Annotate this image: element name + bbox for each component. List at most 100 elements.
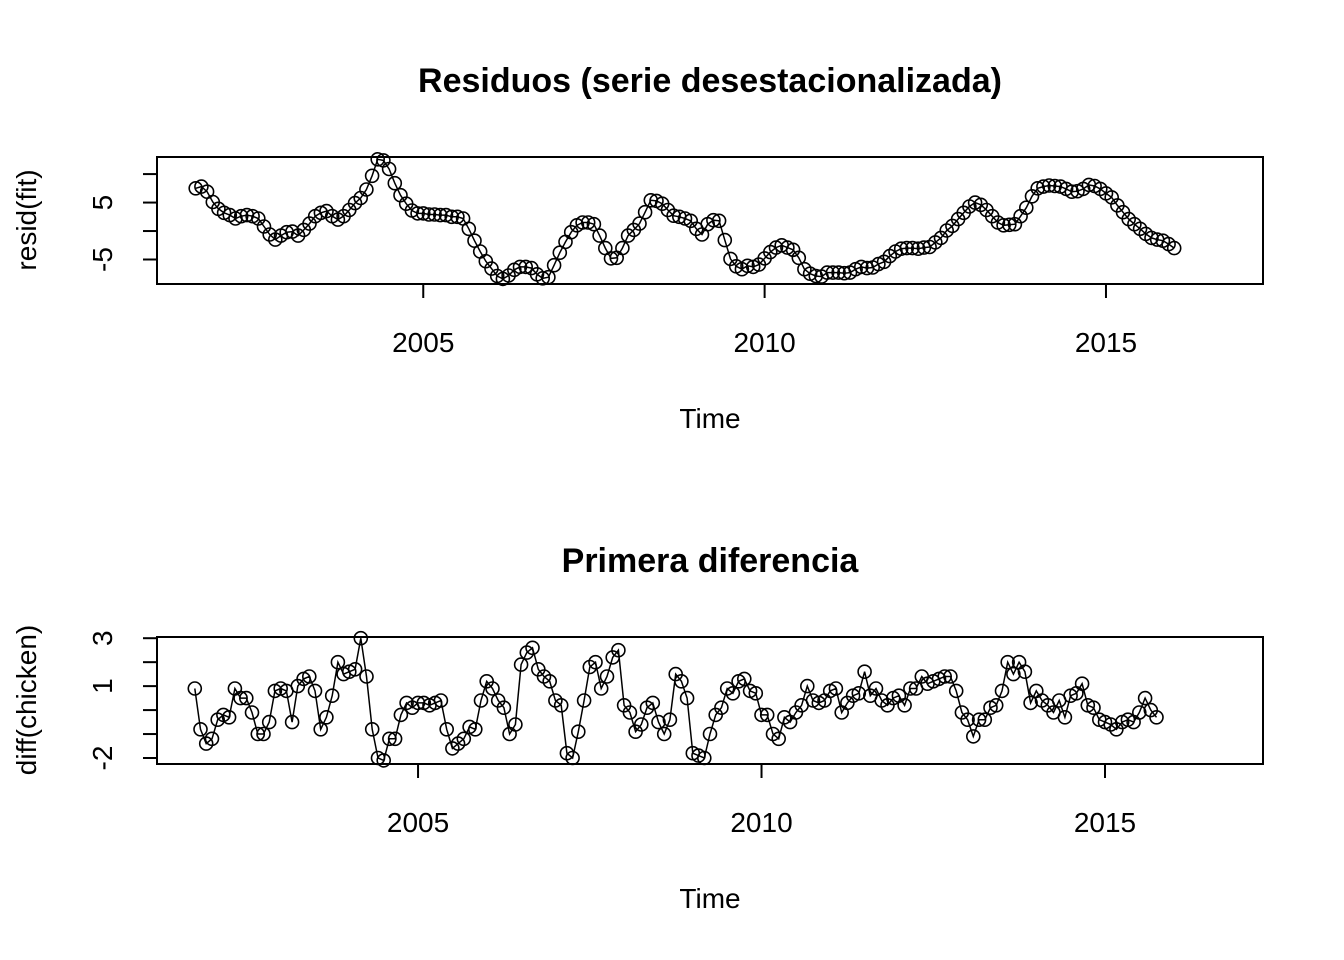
first-difference-data-point (714, 700, 729, 716)
residuals-data-point (910, 241, 926, 256)
residuals-data-point (1036, 179, 1051, 194)
first-difference-data-point (359, 669, 374, 684)
first-difference-data-point (748, 685, 764, 701)
residuals-panel: Residuos (serie desestacionalizada) Time… (11, 62, 1264, 434)
residuals-data-point (415, 206, 431, 221)
first-difference-data-point (1137, 690, 1153, 706)
first-difference-data-point (439, 721, 455, 737)
residuals-x-tick-label: 2005 (392, 327, 454, 358)
first-difference-data-point (965, 729, 981, 744)
first-difference-data-point (857, 664, 872, 680)
first-difference-data-point (725, 685, 741, 701)
first-difference-y-tick-label: -2 (87, 746, 118, 771)
first-difference-data-point (651, 714, 666, 730)
residuals-data-point (1030, 181, 1045, 196)
residuals-data-point (444, 209, 460, 225)
first-difference-data-point (897, 697, 912, 713)
first-difference-chart-title: Primera diferencia (562, 542, 860, 580)
first-difference-data-point (754, 707, 769, 723)
first-difference-data-point (456, 731, 472, 747)
residuals-data-point (831, 265, 846, 280)
residuals-data-point (615, 240, 630, 256)
residuals-data-point (740, 258, 755, 274)
residuals-data-point (450, 209, 465, 225)
residuals-y-axis: -5 5 (87, 173, 158, 272)
first-difference-data-point (233, 690, 248, 706)
first-difference-series (187, 630, 1164, 768)
residuals-series (188, 152, 1182, 287)
residuals-data-point (711, 213, 727, 229)
first-difference-data-point (364, 721, 380, 737)
first-difference-data-point (599, 669, 615, 684)
residuals-y-tick-label: 5 (87, 195, 118, 211)
residuals-data-point (410, 206, 425, 221)
residuals-data-point (387, 175, 403, 191)
first-difference-data-point (387, 731, 403, 747)
first-difference-data-point (977, 712, 993, 728)
first-difference-data-point (702, 726, 718, 742)
first-difference-data-point (284, 714, 300, 730)
residuals-data-point (575, 215, 590, 230)
first-difference-data-point (473, 693, 489, 708)
first-difference-data-point (662, 712, 678, 728)
residuals-x-axis-label: Time (679, 403, 740, 434)
first-difference-data-point (410, 695, 426, 711)
first-difference-data-point (250, 726, 266, 742)
residuals-x-tick-label: 2010 (733, 327, 795, 358)
residuals-y-tick-label: -5 (87, 247, 118, 272)
residuals-data-point (819, 265, 835, 280)
first-difference-data-point (513, 657, 529, 672)
first-difference-data-point (187, 681, 203, 696)
first-difference-data-point (1132, 705, 1147, 720)
residuals-data-point (1064, 184, 1080, 199)
residuals-data-point (1001, 217, 1017, 233)
first-difference-data-point (633, 717, 649, 732)
residuals-data-point (364, 168, 380, 184)
first-difference-data-point (221, 709, 237, 725)
first-difference-data-point (193, 721, 208, 737)
first-difference-data-point (674, 673, 689, 689)
residuals-data-point (541, 269, 556, 285)
first-difference-data-point (645, 695, 661, 711)
residuals-data-point (706, 212, 721, 228)
residuals-data-point (518, 259, 534, 275)
first-difference-data-point (1074, 676, 1090, 692)
first-difference-data-point (553, 697, 569, 713)
residuals-plot-frame (156, 156, 1264, 285)
residuals-data-point (381, 161, 397, 177)
first-difference-data-point (204, 731, 220, 747)
first-difference-data-point (542, 673, 558, 689)
residuals-data-point (893, 241, 909, 256)
first-difference-data-point (239, 690, 254, 706)
first-difference-data-point (828, 681, 844, 696)
first-difference-data-point (313, 721, 329, 737)
first-difference-data-point (903, 681, 918, 696)
residuals-data-point (666, 208, 681, 223)
residuals-data-point (580, 215, 596, 230)
residuals-data-point (1019, 200, 1034, 215)
residuals-data-point (603, 251, 619, 266)
first-difference-data-point (868, 681, 884, 696)
first-difference-data-point (799, 678, 815, 694)
residuals-data-point (438, 207, 454, 223)
first-difference-data-point (301, 669, 317, 684)
residuals-data-point (586, 216, 602, 232)
first-difference-data-point (771, 731, 787, 747)
first-difference-data-point (307, 683, 323, 699)
residuals-x-axis: 2005 2010 2015 (392, 283, 1137, 358)
residuals-data-point (1166, 240, 1182, 256)
first-difference-data-point (759, 707, 775, 723)
residuals-data-point (512, 259, 528, 275)
first-difference-data-point (570, 724, 586, 740)
first-difference-x-tick-label: 2015 (1074, 807, 1136, 838)
first-difference-data-point (467, 721, 483, 737)
residuals-data-point (1041, 178, 1057, 193)
residuals-data-point (592, 228, 607, 243)
first-difference-data-point (994, 683, 1010, 699)
first-difference-data-point (937, 669, 953, 684)
first-difference-data-point (1000, 654, 1016, 670)
first-difference-data-point (319, 709, 334, 725)
first-difference-y-axis-label: diff(chicken) (11, 625, 42, 775)
first-difference-data-point (988, 697, 1004, 713)
